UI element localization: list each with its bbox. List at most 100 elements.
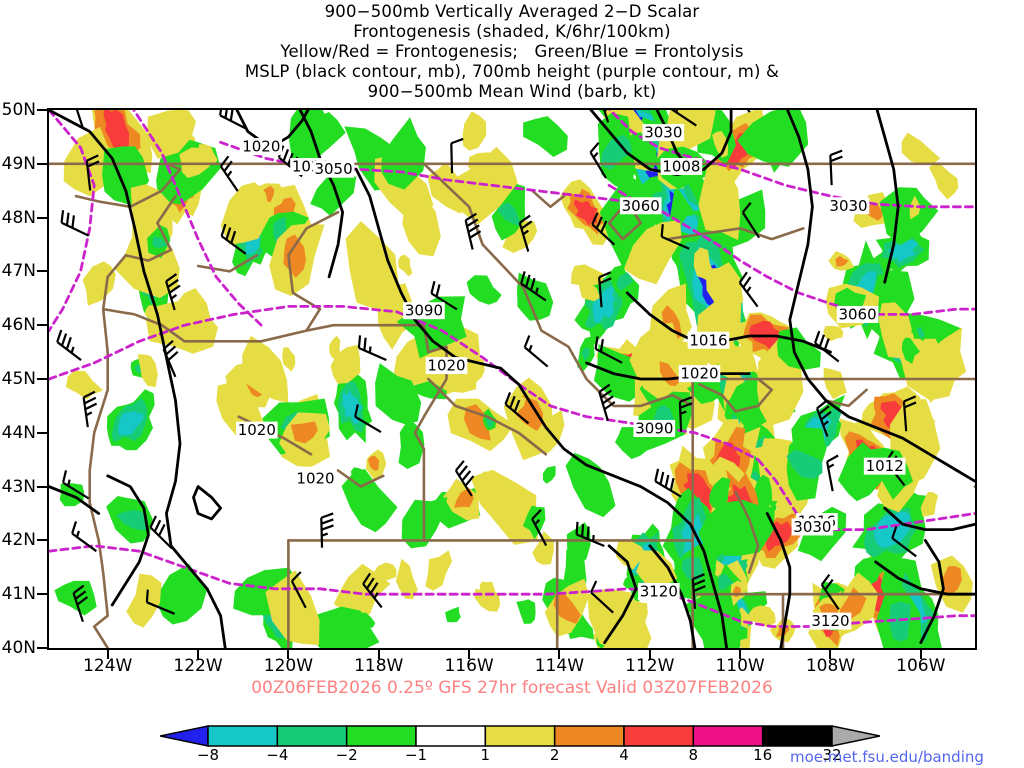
- colorbar[interactable]: −8 −4 −2 −1 1 2 4 8 16 32: [159, 724, 881, 768]
- contour-label-layer: 1020102010081020102010201016102010121016…: [235, 124, 906, 630]
- shading-patch: [698, 164, 741, 241]
- shading-patch: [310, 174, 357, 217]
- wind-barb: [738, 271, 759, 308]
- shading-patch: [887, 238, 919, 263]
- shading-patch: [147, 110, 196, 159]
- mslp-contour: [648, 544, 697, 648]
- height-contour-700mb: [608, 110, 975, 209]
- colorbar-tick-1: 1: [480, 746, 491, 764]
- wind-barb: [290, 571, 307, 609]
- lon-tick: [919, 650, 922, 659]
- wind-barb: [56, 329, 82, 362]
- contour-label: 1012: [863, 457, 906, 475]
- wind-barb: [71, 521, 98, 553]
- source-watermark: moe.met.fsu.edu/banding: [790, 748, 984, 766]
- wind-barb: [85, 154, 100, 191]
- height-contour-700mb: [49, 110, 96, 333]
- shading-patch: [198, 144, 218, 165]
- wind-barb: [660, 224, 690, 250]
- lon-tick: [739, 650, 742, 659]
- wind-barb: [162, 339, 179, 378]
- shading-patch: [516, 599, 536, 624]
- title-line-2: Frontogenesis (shaded, K/6hr/100km): [353, 22, 671, 41]
- lon-label-120W: 120W: [263, 656, 314, 676]
- lon-label-112W: 112W: [625, 656, 675, 676]
- height-contour-700mb: [49, 304, 760, 462]
- shading-patch: [466, 275, 502, 305]
- wind-barb: [691, 573, 706, 610]
- colorbar-tick--1: −1: [404, 746, 428, 764]
- shading-patch: [402, 185, 441, 257]
- shading-patch: [103, 110, 130, 158]
- wind-barb: [145, 589, 176, 615]
- lat-tick: [37, 593, 47, 596]
- lon-tick: [829, 650, 832, 659]
- shading-patch: [920, 327, 967, 404]
- shading-patch: [909, 195, 921, 220]
- lat-tick: [37, 324, 47, 327]
- lon-label-110W: 110W: [715, 656, 765, 676]
- wind-barb: [598, 271, 612, 308]
- shading-patch: [445, 606, 461, 623]
- mslp-contour: [192, 485, 223, 521]
- shading-patch: [705, 262, 744, 318]
- lon-tick: [197, 650, 200, 659]
- state-border: [734, 490, 760, 575]
- shading-patch: [683, 473, 712, 511]
- lon-label-124W: 124W: [83, 656, 133, 676]
- shading-patch: [942, 566, 962, 594]
- state-border: [413, 323, 448, 542]
- contour-label: 3030: [642, 124, 685, 142]
- wind-barb: [594, 336, 623, 364]
- wind-barb: [670, 110, 697, 127]
- shading-patch: [601, 134, 632, 170]
- shading-patch: [82, 261, 116, 306]
- shading-patch: [835, 256, 849, 267]
- wind-barb: [504, 392, 530, 425]
- lat-tick: [37, 485, 47, 488]
- lat-tick: [37, 270, 47, 273]
- contour-label: 1020: [294, 470, 337, 488]
- shading-patch: [754, 474, 773, 511]
- colorbar-band-4: [484, 725, 556, 747]
- contour-label: 3120: [809, 612, 852, 630]
- lat-tick: [37, 216, 47, 219]
- shading-patch: [616, 272, 633, 291]
- colorbar-tick--2: −2: [335, 746, 358, 764]
- colorbar-tick-8: 8: [688, 746, 699, 764]
- lat-tick: [37, 431, 47, 434]
- shading-patch: [398, 418, 425, 469]
- state-border: [101, 307, 426, 343]
- shading-patch: [373, 562, 397, 581]
- wind-barb: [829, 149, 843, 186]
- wind-barb: [575, 521, 605, 548]
- shading-patch: [367, 455, 379, 471]
- wind-barb: [589, 142, 607, 179]
- svg-text:3090: 3090: [405, 302, 443, 320]
- colorbar-tick--8: −8: [196, 746, 220, 764]
- title-line-3: Yellow/Red = Frontogenesis; Green/Blue =…: [280, 42, 744, 61]
- wind-barb: [219, 155, 239, 192]
- shading-patch: [920, 492, 939, 517]
- wind-barb: [450, 137, 464, 174]
- wind-barb: [820, 573, 840, 611]
- lon-tick: [106, 650, 109, 659]
- map-plot-area[interactable]: 1020102010081020102010201016102010121016…: [47, 108, 977, 650]
- svg-text:1020: 1020: [238, 421, 276, 439]
- contour-label: 1008: [660, 157, 703, 175]
- shading-patch: [629, 322, 679, 390]
- lon-tick: [558, 650, 561, 659]
- svg-text:3030: 3030: [644, 124, 682, 142]
- shading-patch: [309, 606, 380, 648]
- shading-patch: [137, 354, 158, 388]
- mslp-contour: [106, 474, 150, 607]
- shading-patch: [889, 601, 911, 642]
- shading-patch: [342, 389, 363, 424]
- colorbar-band-1: [276, 725, 348, 747]
- wind-barb: [464, 212, 482, 250]
- lat-label-44N: 44N: [1, 422, 36, 443]
- shading-patch: [444, 146, 518, 225]
- svg-text:3060: 3060: [622, 197, 660, 215]
- lon-tick: [468, 650, 471, 659]
- colorbar-tick--4: −4: [266, 746, 289, 764]
